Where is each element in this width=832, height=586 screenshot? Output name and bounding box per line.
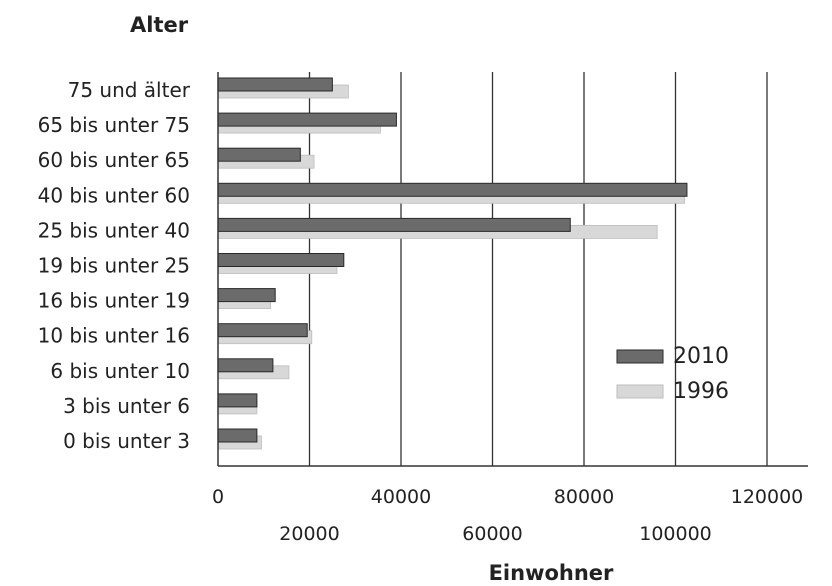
legend-label: 1996 — [673, 379, 729, 404]
bar-2010 — [217, 428, 258, 443]
legend-label: 2010 — [673, 344, 729, 369]
x-tick-label: 60000 — [462, 523, 522, 545]
bar-2010 — [217, 112, 397, 127]
x-tick-label: 100000 — [639, 523, 712, 545]
bar-2010 — [217, 288, 276, 303]
category-label: 16 bis unter 19 — [38, 289, 190, 313]
category-label: 25 bis unter 40 — [38, 218, 190, 242]
x-tick-label: 80000 — [554, 486, 614, 508]
category-label: 10 bis unter 16 — [38, 324, 190, 348]
bar-2010 — [217, 147, 301, 162]
legend-swatch — [616, 384, 664, 399]
x-tick-label: 20000 — [279, 523, 339, 545]
category-label: 6 bis unter 10 — [50, 359, 190, 383]
bar-2010 — [217, 217, 571, 232]
x-tick-labels: 0 20000 40000 60000 80000 100000 120000 — [212, 486, 803, 545]
bar-2010 — [217, 393, 258, 408]
category-label: 3 bis unter 6 — [63, 394, 190, 418]
gridlines — [308, 72, 768, 466]
category-label: 60 bis unter 65 — [38, 148, 190, 172]
axes — [217, 72, 808, 467]
category-label: 19 bis unter 25 — [38, 254, 190, 278]
bar-2010 — [217, 253, 345, 267]
y-axis-title: Alter — [130, 13, 189, 37]
bar-2010 — [217, 182, 688, 197]
bar-2010 — [217, 358, 274, 373]
legend-swatch — [616, 349, 664, 364]
category-labels: 75 und älter 65 bis unter 75 60 bis unter … — [38, 78, 191, 453]
category-label: 75 und älter — [68, 78, 191, 102]
x-tick-label: 120000 — [731, 486, 804, 508]
x-tick-label: 40000 — [371, 486, 431, 508]
category-label: 0 bis unter 3 — [63, 429, 190, 453]
x-tick-label: 0 — [212, 486, 224, 508]
category-label: 65 bis unter 75 — [38, 113, 190, 137]
bar-2010 — [217, 77, 333, 92]
x-axis-title: Einwohner — [489, 561, 614, 585]
bar-2010 — [217, 323, 308, 338]
legend: 2010 1996 — [616, 344, 729, 404]
category-label: 40 bis unter 60 — [38, 183, 190, 207]
